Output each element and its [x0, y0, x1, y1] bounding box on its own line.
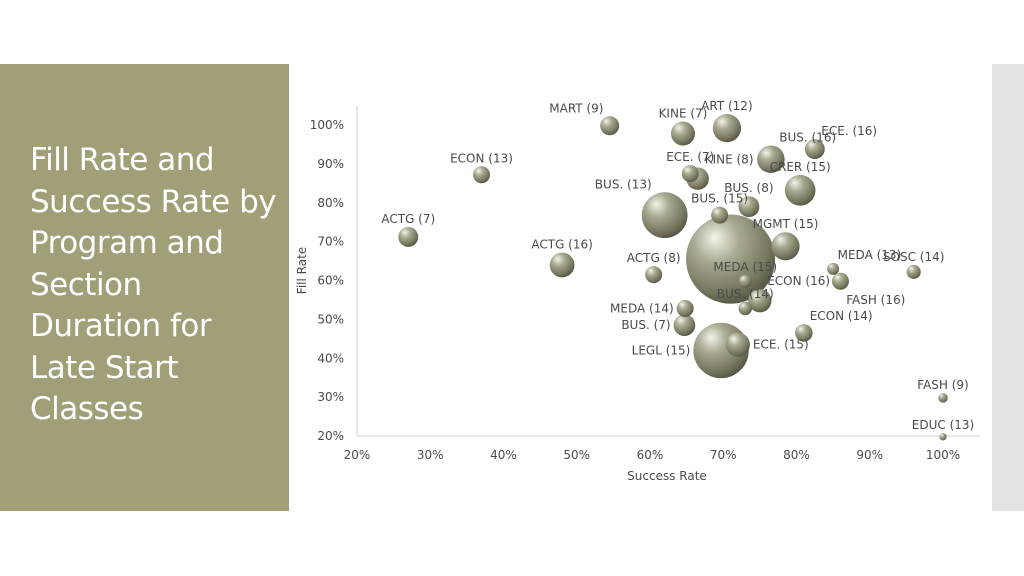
bubble-label: MGMT (15) — [753, 217, 819, 231]
bubble-point — [757, 145, 785, 173]
y-tick-label: 80% — [317, 196, 344, 210]
bubble-label: LEGL (15) — [632, 343, 691, 357]
x-tick-label: 20% — [344, 448, 371, 462]
x-tick-label: 60% — [637, 448, 664, 462]
bubble-label: ACTG (8) — [627, 251, 681, 265]
x-tick-label: 80% — [783, 448, 810, 462]
y-tick-label: 100% — [310, 118, 344, 132]
bubble-point — [641, 192, 688, 239]
bubble-label: KINE (8) — [705, 152, 754, 166]
bubble-point — [738, 274, 752, 288]
bubble-point — [804, 139, 825, 160]
bubble-label: EDUC (13) — [912, 418, 974, 432]
bubble-label: ART (12) — [701, 99, 752, 113]
bubble-label: ACTG (16) — [531, 238, 592, 252]
bubble-label: BUS. (15) — [691, 192, 748, 206]
bubble-point — [738, 301, 752, 316]
y-tick-label: 50% — [317, 312, 344, 326]
bubble-point — [938, 393, 948, 403]
bubble-point — [681, 165, 699, 183]
bubble-point — [398, 226, 419, 247]
y-tick-label: 20% — [317, 429, 344, 443]
bubble-label: BUS. (8) — [724, 181, 773, 195]
slide-title: Fill Rate and Success Rate by Program an… — [30, 142, 277, 427]
bubble-label: MEDA (13) — [838, 248, 902, 262]
bubble-point — [549, 252, 575, 278]
bubble-point — [600, 116, 620, 136]
bubble-point — [670, 121, 695, 146]
bubble-label: MEDA (14) — [610, 301, 674, 315]
bubble-label: ECE. (15) — [753, 338, 809, 352]
y-tick-label: 90% — [317, 157, 344, 171]
bubble-label: CRER (15) — [770, 160, 831, 174]
bubble-point — [645, 266, 663, 284]
bubble-label: BUS. (13) — [595, 177, 652, 191]
y-tick-label: 60% — [317, 274, 344, 288]
y-tick-label: 40% — [317, 351, 344, 365]
bubble-label: SOSC (14) — [883, 250, 945, 264]
bubble-label: MART (9) — [549, 101, 603, 115]
bubble-label: ECE. (7) — [666, 150, 714, 164]
bubble-label: FASH (16) — [846, 293, 905, 307]
bubble-label: ECON (16) — [767, 274, 830, 288]
x-tick-label: 70% — [710, 448, 737, 462]
bubble-point — [711, 206, 729, 224]
bubble-point — [712, 114, 742, 143]
bubble-label: ECON (13) — [450, 151, 513, 165]
y-tick-label: 30% — [317, 390, 344, 404]
bubble-label: BUS. (7) — [621, 318, 670, 332]
bubble-label: FASH (9) — [917, 378, 968, 392]
bubble-label: ECE. (16) — [821, 124, 877, 138]
bubble-label: MEDA (15) — [713, 260, 777, 274]
bubble-point — [939, 433, 947, 441]
bubble-point — [738, 196, 760, 218]
bubble-point — [725, 332, 750, 357]
bubble-label: ECON (14) — [810, 309, 873, 323]
x-tick-label: 30% — [417, 448, 444, 462]
bubble-label: ACTG (7) — [381, 212, 435, 226]
bubble-point — [473, 166, 491, 184]
bubble-point — [748, 289, 772, 313]
title-panel — [0, 64, 289, 511]
bubble-label: KINE (7) — [659, 107, 708, 121]
chart-data-labels: MART (9) KINE (7)ART (12)BUS. (16)ECE. (1… — [381, 99, 974, 432]
bubble-point — [676, 299, 694, 317]
bubble-point — [784, 174, 816, 206]
y-axis-title: Fill Rate — [295, 247, 309, 294]
bubble-point — [686, 214, 776, 304]
bubble-point — [771, 232, 800, 261]
x-tick-label: 100% — [926, 448, 960, 462]
chart-bubbles — [398, 114, 948, 441]
bubble-point — [827, 262, 840, 275]
bubble-label: BUS. (16) — [779, 130, 836, 144]
x-axis-title: Success Rate — [627, 469, 707, 483]
bubble-point — [831, 272, 849, 290]
x-tick-label: 50% — [563, 448, 590, 462]
x-tick-label: 40% — [490, 448, 517, 462]
bubble-point — [906, 264, 921, 279]
bubble-point — [673, 314, 696, 337]
y-tick-label: 70% — [317, 235, 344, 249]
bubble-point — [795, 324, 813, 342]
chart-axes: 20% 30% 40% 50% 60% 70% 80% 90% 100% 20% 30% 40% 50%… — [295, 106, 980, 483]
right-edge-strip — [992, 64, 1024, 511]
bubble-label: BUS. (14) — [717, 287, 774, 301]
x-tick-label: 90% — [856, 448, 883, 462]
